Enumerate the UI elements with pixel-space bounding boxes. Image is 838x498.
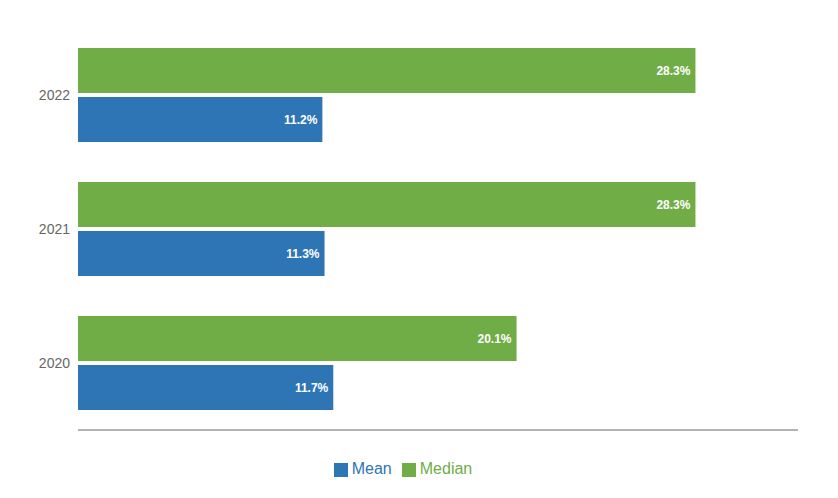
svg-text:11.7%: 11.7%	[295, 381, 329, 395]
svg-text:2022: 2022	[39, 87, 70, 103]
svg-text:28.3%: 28.3%	[656, 64, 690, 78]
svg-text:2021: 2021	[39, 221, 70, 237]
html-text:Median: Median	[419, 460, 473, 477]
svg-text:2020: 2020	[39, 355, 70, 371]
svg-text:11.3%: 11.3%	[286, 247, 320, 261]
svg-text:20.1%: 20.1%	[478, 332, 512, 346]
svg-text:11.2%: 11.2%	[284, 113, 318, 127]
svg-text:28.3%: 28.3%	[656, 198, 690, 212]
html-text:Mean: Mean	[351, 460, 392, 477]
